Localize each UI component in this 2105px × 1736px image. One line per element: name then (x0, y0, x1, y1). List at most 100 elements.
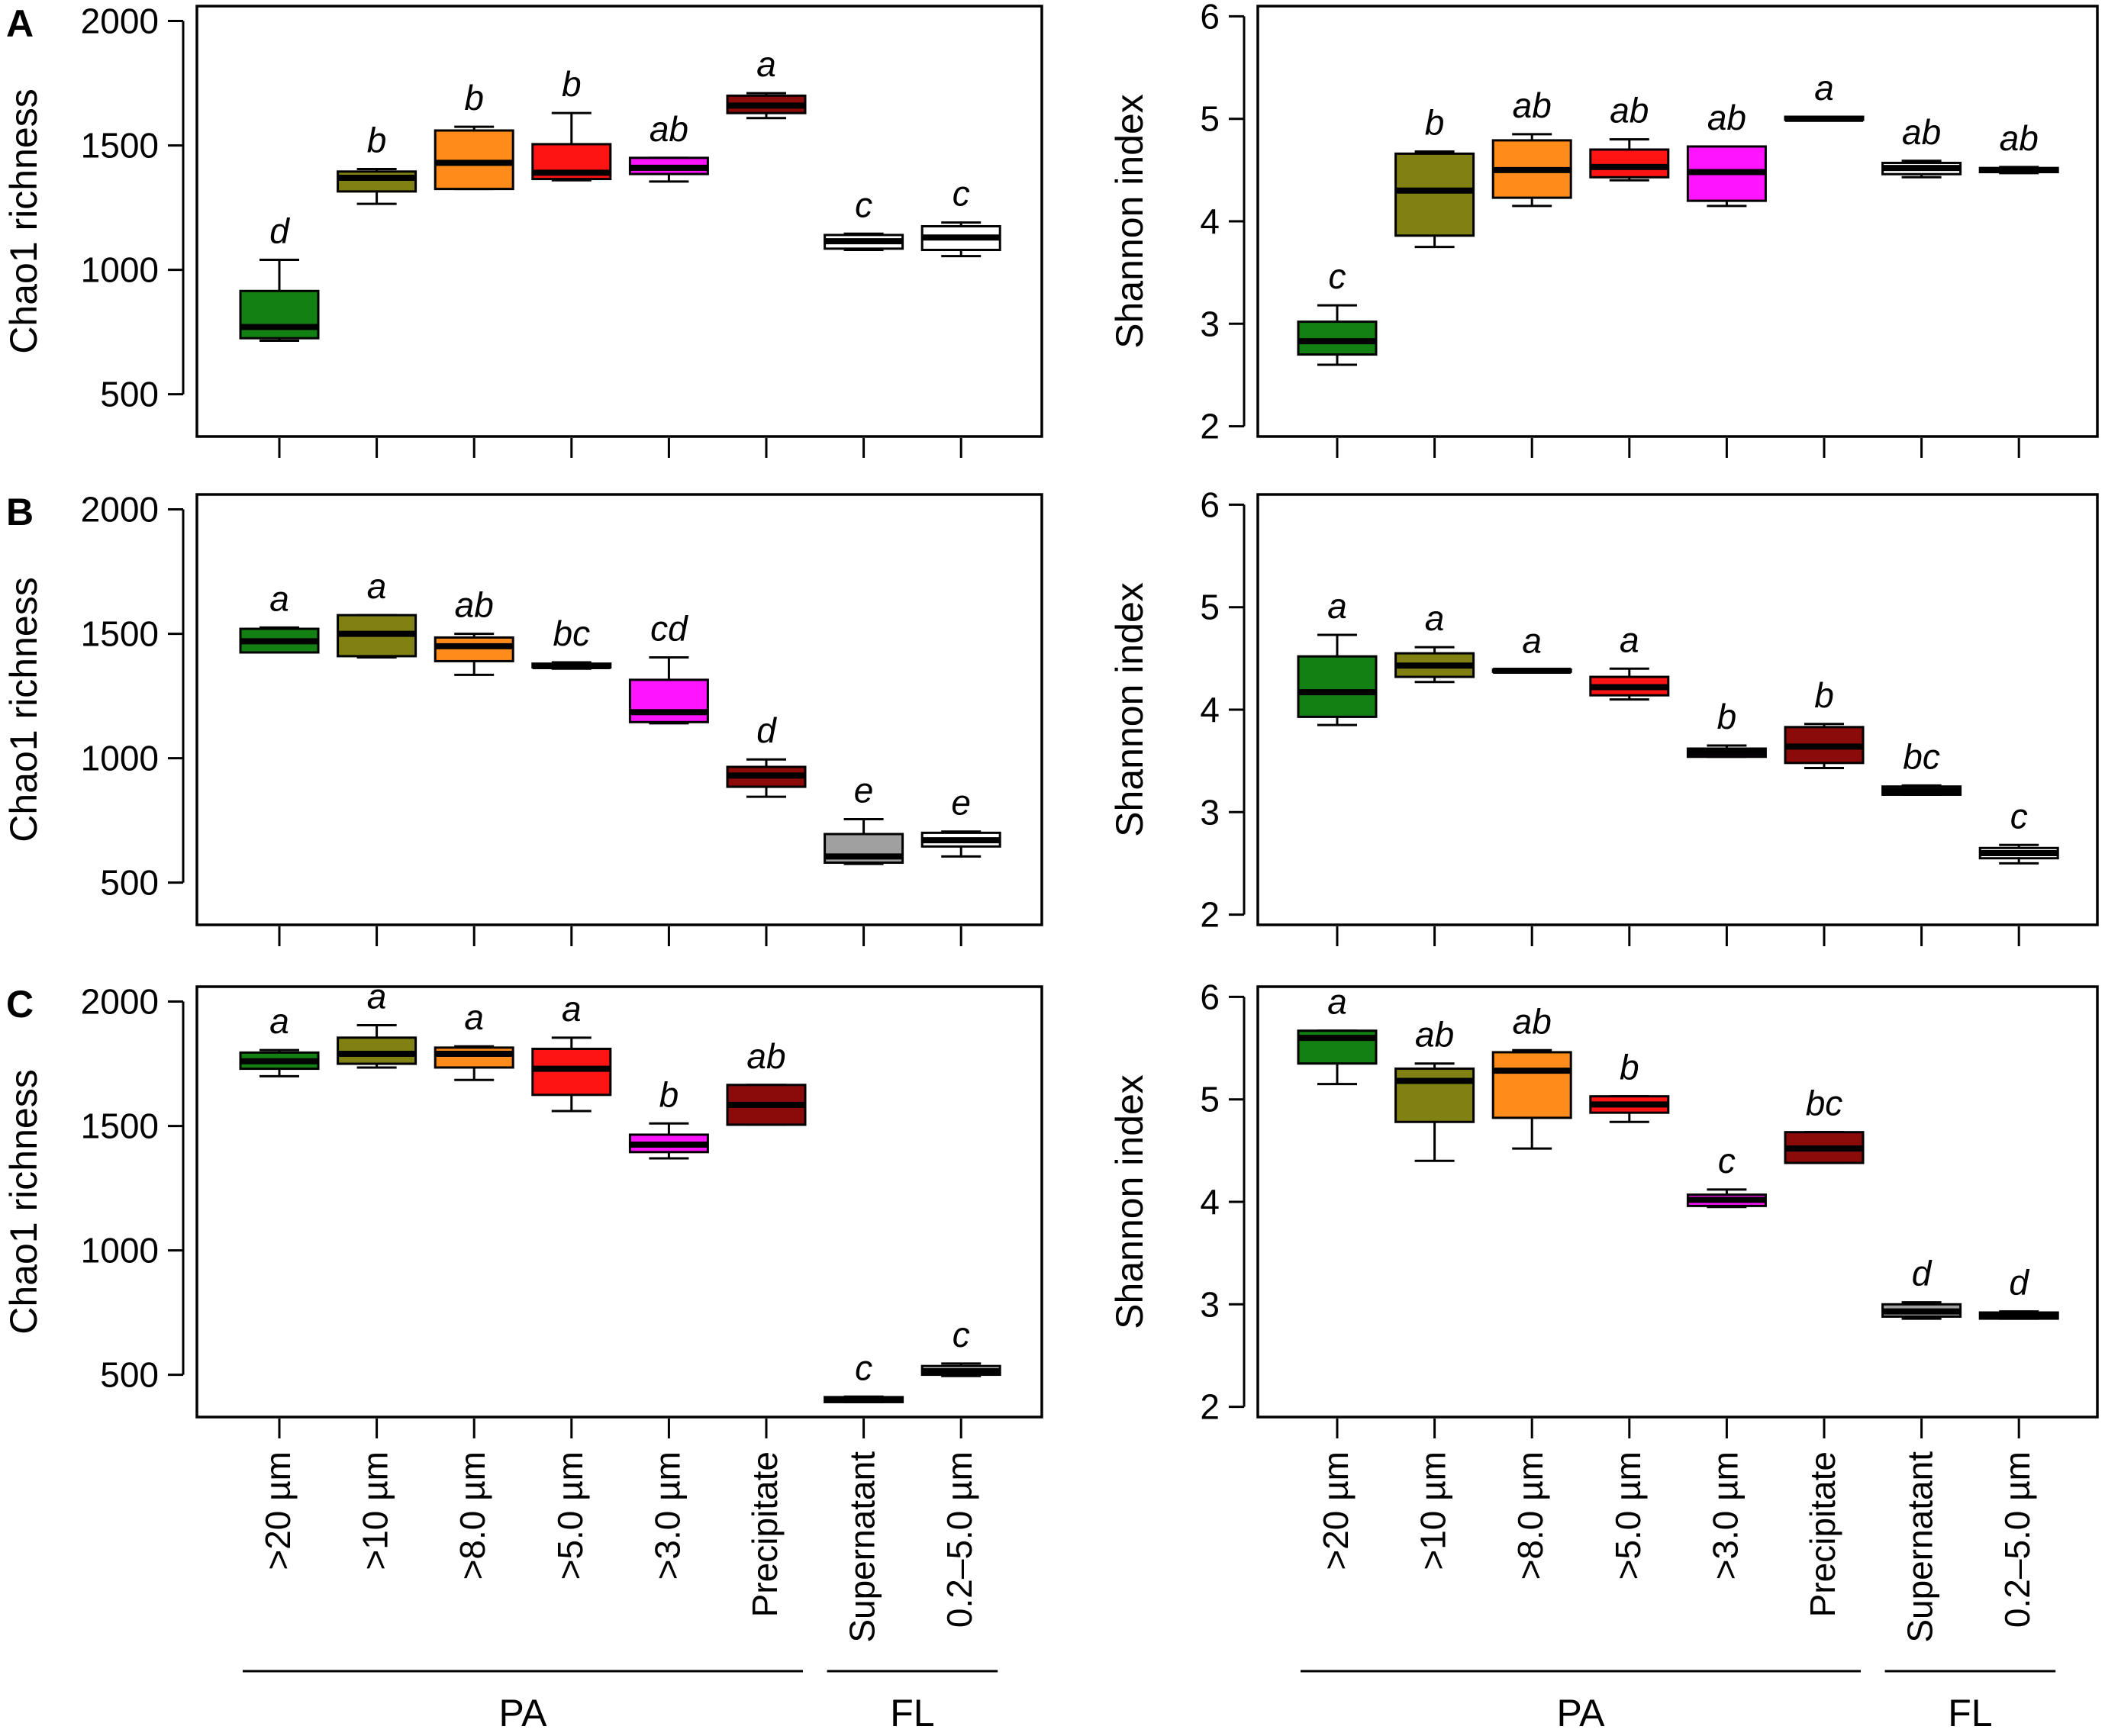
box-4: b (531, 64, 612, 182)
significance-letter: b (562, 64, 582, 104)
category-label: >10 µm (1414, 1451, 1453, 1570)
y-tick-label: 4 (1200, 1182, 1220, 1222)
box-3: ab (1491, 85, 1572, 208)
box-7: d (1881, 1254, 1962, 1320)
category-label: >8.0 µm (1510, 1451, 1550, 1580)
box-3: b (434, 78, 514, 191)
box-8: ab (1978, 118, 2059, 175)
significance-letter: bc (1903, 736, 1940, 776)
box-8: d (1978, 1263, 2059, 1320)
box-2: ab (1394, 1015, 1475, 1162)
box-6: ab (726, 1036, 807, 1126)
significance-letter: b (1425, 103, 1445, 143)
box-6: a (1784, 68, 1865, 122)
iqr-box (337, 170, 417, 193)
box-5: b (1686, 697, 1767, 758)
box-6: bc (1784, 1084, 1865, 1164)
significance-letter: ab (1902, 112, 1941, 152)
significance-letter: c (953, 1315, 970, 1354)
category-label: Supernatant (843, 1451, 882, 1643)
y-tick-label: 3 (1200, 792, 1220, 832)
box-2: a (1394, 598, 1475, 684)
box-4: ab (1589, 91, 1670, 182)
significance-letter: ab (1610, 91, 1649, 130)
category-label: >5.0 µm (1608, 1451, 1648, 1580)
box-7: bc (1881, 736, 1962, 796)
significance-letter: cd (650, 609, 688, 649)
significance-letter: e (854, 770, 874, 810)
y-axis-label: Shannon index (1108, 94, 1151, 349)
plot-frame (1256, 5, 2099, 438)
box-7: ab (1881, 112, 1962, 179)
panel-letter: A (6, 2, 34, 45)
box-2: b (1394, 103, 1475, 249)
y-tick-label: 2 (1200, 1387, 1220, 1427)
box-5: ab (628, 109, 709, 183)
category-label: >10 µm (356, 1451, 395, 1570)
y-tick-label: 6 (1200, 977, 1220, 1016)
category-label: 0.2–5.0 µm (1997, 1451, 2037, 1628)
box-1: d (239, 211, 320, 342)
iqr-box (1491, 1051, 1572, 1119)
group-label: PA (499, 1692, 548, 1734)
significance-letter: d (2009, 1263, 2029, 1303)
iqr-box (434, 636, 514, 662)
significance-letter: c (953, 174, 970, 214)
panel-2-chao: B 500 1000 1500 2000 Chao1 richness a a ab bc cd d e… (2, 490, 1043, 946)
significance-letter: ab (746, 1036, 785, 1076)
significance-letter: b (1717, 697, 1737, 736)
y-axis-label: Chao1 richness (2, 577, 45, 842)
box-1: a (239, 1001, 320, 1077)
significance-letter: ab (1513, 1001, 1552, 1041)
significance-letter: a (367, 566, 387, 606)
group-label: FL (1948, 1692, 1992, 1734)
iqr-box (434, 129, 514, 191)
significance-letter: ab (455, 585, 494, 625)
box-7: c (824, 1348, 904, 1403)
significance-letter: ab (1415, 1015, 1454, 1055)
iqr-box (1394, 152, 1475, 237)
significance-letter: a (269, 578, 289, 618)
significance-letter: a (367, 977, 387, 1016)
significance-letter: a (756, 44, 776, 84)
significance-letter: ab (2000, 118, 2039, 158)
y-tick-label: 4 (1200, 201, 1220, 241)
significance-letter: b (1814, 675, 1834, 715)
box-4: bc (531, 614, 612, 670)
box-3: ab (434, 585, 514, 676)
y-tick-label: 2 (1200, 407, 1220, 446)
box-1: a (1297, 586, 1378, 726)
category-label: Precipitate (1803, 1451, 1842, 1617)
y-tick-label: 500 (100, 1355, 159, 1395)
panel-1-chao: A 500 1000 1500 2000 Chao1 richness d b b b ab a c c (2, 2, 1043, 458)
significance-letter: d (756, 710, 777, 750)
significance-letter: ab (1707, 98, 1746, 137)
category-label: 0.2–5.0 µm (940, 1451, 979, 1628)
box-8: e (920, 783, 1001, 858)
iqr-box (1589, 148, 1670, 179)
y-tick-label: 2000 (81, 490, 159, 530)
panel-1-shannon: 2 3 4 5 6 Shannon index c b ab ab ab a ab ab (1108, 0, 2099, 458)
iqr-box (1297, 655, 1378, 718)
box-2: a (337, 977, 417, 1069)
box-5: ab (1686, 98, 1767, 208)
significance-letter: c (1718, 1141, 1736, 1180)
box-2: a (337, 566, 417, 659)
box-7: e (824, 770, 904, 865)
category-label: Precipitate (745, 1451, 785, 1617)
y-tick-label: 3 (1200, 1284, 1220, 1324)
category-label: >20 µm (258, 1451, 298, 1570)
y-tick-label: 6 (1200, 0, 1220, 36)
y-axis-label: Shannon index (1108, 582, 1151, 837)
significance-letter: d (1912, 1254, 1933, 1293)
significance-letter: d (269, 211, 290, 251)
y-tick-label: 5 (1200, 1080, 1220, 1119)
significance-letter: c (1329, 256, 1346, 296)
y-axis-label: Shannon index (1108, 1074, 1151, 1329)
plot-frame (1256, 985, 2099, 1419)
y-tick-label: 5 (1200, 588, 1220, 627)
significance-letter: c (855, 1348, 872, 1387)
y-tick-label: 1500 (81, 126, 159, 166)
significance-letter: ab (1513, 85, 1552, 125)
